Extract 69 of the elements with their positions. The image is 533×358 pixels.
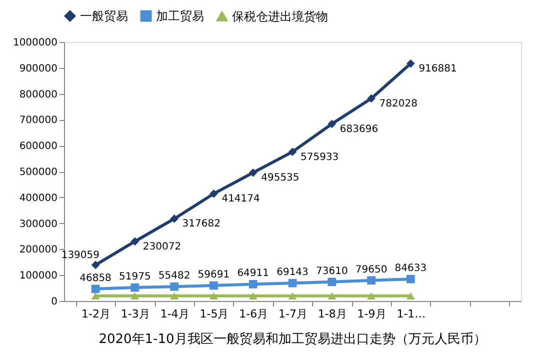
data-label: 317682	[182, 218, 220, 230]
point	[328, 292, 336, 300]
data-label: 51975	[119, 272, 151, 283]
x-tick-label: 1-9月	[357, 308, 386, 320]
y-tick-label: 100000	[19, 270, 58, 282]
point	[170, 282, 178, 291]
text: 2020年1-10月我区一般贸易和加工贸易进出口走势（万元人民币）	[98, 332, 486, 347]
data-label: 79650	[355, 264, 388, 276]
legend-label: 保税仓进出境货物	[232, 9, 328, 24]
point	[328, 278, 336, 286]
y-tick-label: 600000	[19, 141, 58, 152]
y-tick-label: 0	[51, 296, 58, 308]
y-tick-label: 400000	[19, 192, 58, 204]
point	[248, 280, 258, 288]
point	[288, 278, 297, 288]
point	[367, 292, 376, 300]
point	[288, 148, 297, 156]
x-tick-label: 1-4月	[160, 308, 190, 320]
data-label: 46858	[80, 272, 112, 284]
point	[130, 237, 140, 246]
x-tick-label: 1-8月	[318, 308, 347, 320]
point	[406, 274, 415, 284]
point	[91, 284, 100, 294]
point	[328, 120, 336, 128]
legend-label: 一般贸易	[80, 9, 128, 23]
point	[210, 292, 218, 300]
data-label: 575933	[300, 152, 339, 163]
data-label: 59691	[198, 270, 230, 281]
point	[170, 214, 178, 223]
y-tick-label: 800000	[19, 89, 58, 100]
y-tick-label: 900000	[19, 63, 58, 74]
data-label: 495535	[261, 172, 300, 184]
point	[406, 59, 415, 68]
point	[248, 168, 258, 177]
y-tick-label: 700000	[19, 115, 58, 126]
point	[406, 292, 415, 300]
x-tick-label: 1-5月	[200, 308, 229, 320]
point	[210, 190, 218, 198]
data-label: 84633	[394, 263, 427, 274]
point	[170, 292, 178, 300]
x-tick-label: 1-7月	[278, 308, 308, 320]
x-tick-label: 1-3月	[120, 308, 150, 320]
y-tick-label: 200000	[19, 244, 58, 256]
point	[210, 281, 218, 290]
data-label: 73610	[316, 266, 348, 277]
data-label: 69143	[276, 267, 308, 278]
point	[367, 276, 376, 285]
data-label: 139059	[61, 250, 100, 261]
point	[248, 292, 258, 300]
y-tick-label: 1000000	[12, 38, 58, 48]
point	[367, 94, 376, 103]
x-tick-label: 1-2月	[82, 308, 110, 320]
x-tick-label: 1-1…	[396, 308, 426, 320]
x-tick-label: 1-6月	[239, 308, 268, 320]
data-label: 64911	[237, 268, 270, 280]
point	[130, 292, 140, 300]
y-tick-label: 300000	[19, 218, 58, 230]
y-tick-label: 500000	[19, 167, 58, 178]
point	[288, 292, 297, 300]
point	[91, 260, 100, 270]
data-label: 414174	[222, 194, 260, 205]
point	[130, 283, 140, 292]
data-label: 230072	[142, 241, 182, 252]
data-label: 916881	[418, 64, 457, 75]
legend-label: 加工贸易	[156, 9, 204, 23]
data-label: 782028	[379, 98, 418, 110]
point	[91, 292, 100, 300]
data-label: 683696	[340, 124, 378, 135]
data-label: 55482	[158, 270, 190, 282]
